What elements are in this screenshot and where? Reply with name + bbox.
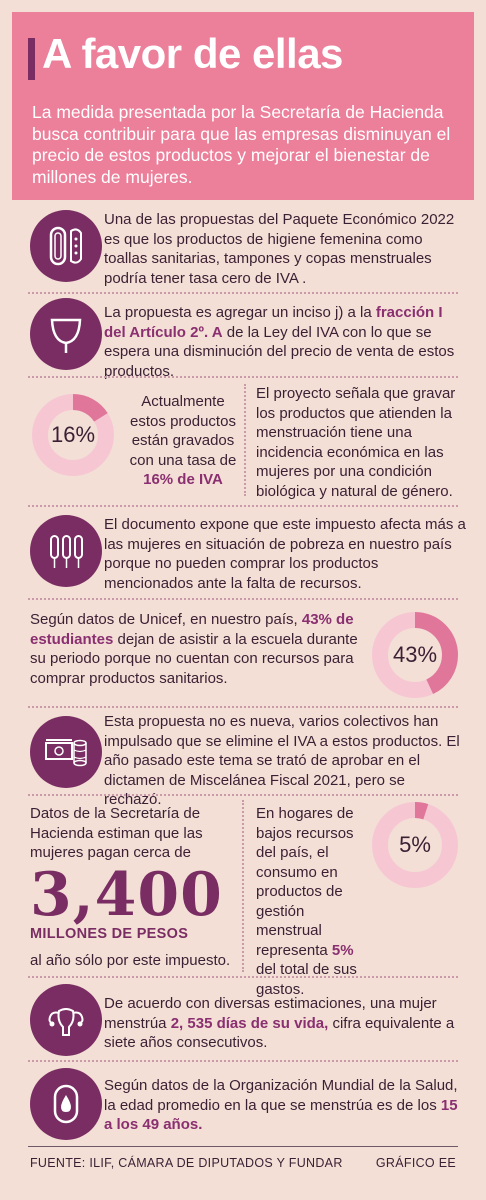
section-9-text: Según datos de la Organización Mundial d… [104,1076,464,1135]
uterus-icon [30,984,102,1056]
graphic-credit: GRÁFICO EE [375,1156,456,1170]
section-3-left-start: Actualmente estos productos están gravad… [129,393,237,469]
donut-arc [372,802,458,888]
section-9-highlight: 15 a los 49 años. [104,1096,458,1134]
section-8-text-start: De acuerdo con diversas estimaciones, un… [104,995,437,1032]
menstrual-cup-icon [30,298,102,370]
vertical-divider [242,800,244,972]
section-1-text: Una de las propuestas del Paquete Económ… [104,211,455,287]
donut-43-label: 43% [392,642,438,667]
footer-rule [28,1146,458,1147]
divider [28,598,458,600]
sanitary-pad-icon [30,210,102,282]
section-7-right-highlight: 5% [331,941,354,959]
donut-16-chart [32,394,114,476]
section-2-text-start: La propuesta es agregar un inciso j) a l… [104,304,376,321]
section-9-text-start: Según datos de la Organización Mundial d… [104,1077,458,1114]
donut-5-chart [372,802,458,888]
divider [28,1060,458,1062]
divider [28,292,458,294]
section-4-text: El documento expone que este impuesto af… [104,516,466,592]
section-6-text: Esta propuesta no es nueva, varios colec… [104,713,460,808]
intro-text: La medida presentada por la Secretaría d… [32,102,451,187]
section-5-highlight: 43% de estudiantes [30,611,354,648]
section-2-text: La propuesta es agregar un inciso j) a l… [104,303,464,381]
divider [28,376,458,378]
money-icon [30,716,102,788]
section-2-text-end: de la Ley del IVA con lo que se espera u… [104,323,455,380]
donut-arc [32,394,114,476]
section-5-text-end: dejan de asistir a la escuela durante su… [30,630,358,687]
donut-arc [372,612,458,698]
source-credit: FUENTE: ILIF, CÁMARA DE DIPUTADOS Y FUND… [30,1156,343,1170]
section-3-right-text: El proyecto señala que gravar los produc… [256,385,456,500]
section-8-text-end: cifra equivalente a siete años consecuti… [104,1014,455,1052]
section-5-text-start: Según datos de Unicef, en nuestro país, [30,611,302,628]
tampons-icon [30,515,102,587]
donut-16-label: 16% [50,422,96,447]
section-7-left-text: Datos de la Secretaría de Hacienda estim… [30,805,203,861]
pad-drop-icon [30,1068,102,1140]
divider [28,976,458,978]
section-2-highlight: fracción I del Artículo 2º. A [104,304,443,341]
section-7-right-text: En hogares de bajos recursos del país, e… [256,804,366,999]
divider [28,706,458,708]
title-accent-bar [28,38,35,80]
big-number: 3,400 [30,860,223,930]
header-panel: A favor de ellas La medida presentada po… [12,12,474,200]
donut-5-label: 5% [399,832,431,857]
donut-43-chart [372,612,458,698]
big-number-unit: MILLONES DE PESOS [30,926,189,942]
section-8-text: De acuerdo con diversas estimaciones, un… [104,994,464,1053]
section-8-highlight: 2, 535 días de su vida, [170,1014,329,1032]
section-7-right-start: En hogares de bajos recursos del país, e… [256,805,354,959]
divider [28,794,458,796]
vertical-divider [244,384,246,496]
page-title: A favor de ellas [42,30,343,77]
section-3-left-highlight: 16% de IVA [143,471,223,488]
section-5-text: Según datos de Unicef, en nuestro país, … [30,610,366,688]
section-7-right-end: del total de sus gastos. [256,961,357,998]
section-3-left-text: Actualmente estos productos están gravad… [128,392,238,490]
divider [28,505,458,507]
section-7-left-tail: al año sólo por este impuesto. [30,952,231,969]
